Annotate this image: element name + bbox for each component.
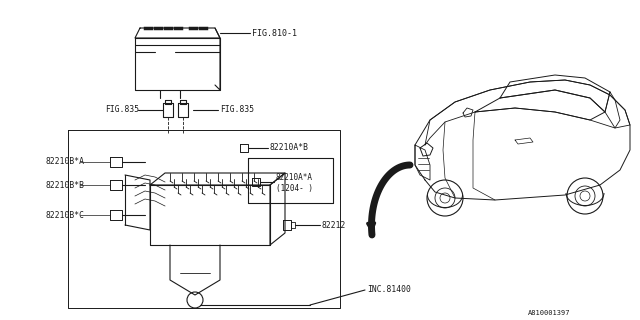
Text: 82210A*B: 82210A*B — [270, 143, 309, 153]
Text: A810001397: A810001397 — [527, 310, 570, 316]
Text: (1204- ): (1204- ) — [276, 183, 313, 193]
Text: 82210B*A: 82210B*A — [45, 157, 84, 166]
Text: 82210B*C: 82210B*C — [45, 211, 84, 220]
Text: FIG.810-1: FIG.810-1 — [252, 28, 297, 37]
Text: FIG.835: FIG.835 — [220, 106, 254, 115]
Text: 82212: 82212 — [322, 220, 346, 229]
Text: FIG.835: FIG.835 — [105, 106, 139, 115]
Text: INC.81400: INC.81400 — [367, 285, 411, 294]
Text: 82210A*A: 82210A*A — [276, 173, 313, 182]
Text: 82210B*B: 82210B*B — [45, 180, 84, 189]
